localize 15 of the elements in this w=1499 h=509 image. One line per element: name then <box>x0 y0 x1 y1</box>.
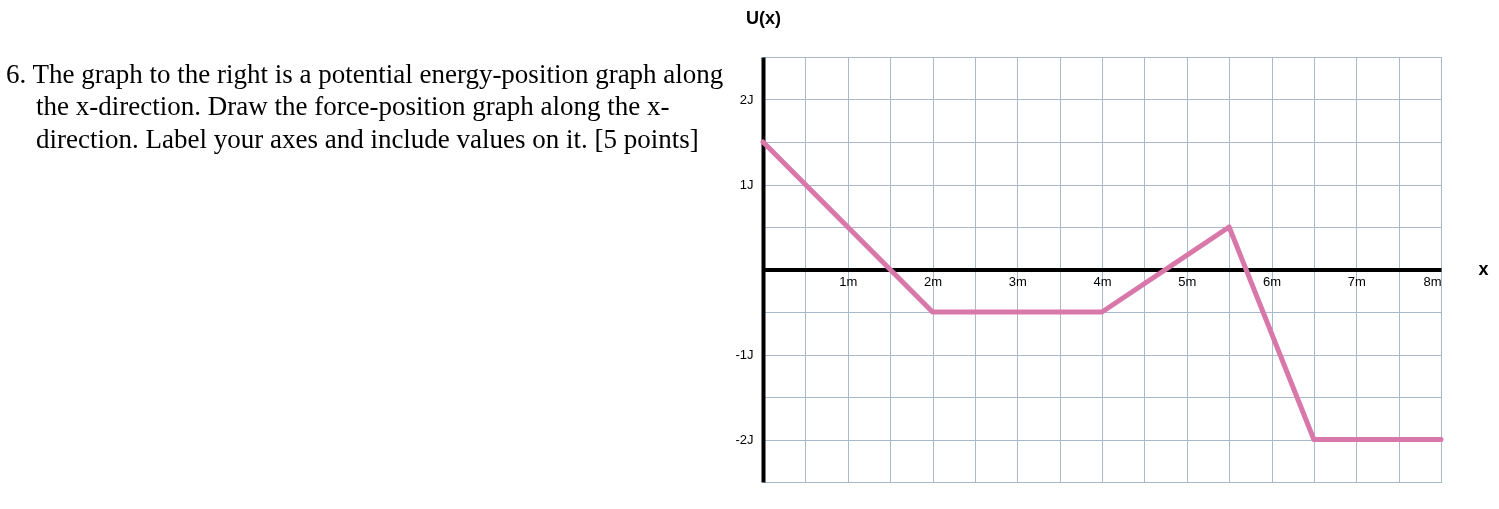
y-tick-label: 2J <box>739 92 754 107</box>
x-tick-label: 1m <box>839 274 858 289</box>
x-tick-label: 4m <box>1093 274 1112 289</box>
y-axis-title: U(x) <box>746 7 781 28</box>
x-tick-label: 8m <box>1423 274 1442 289</box>
y-tick-label: -2J <box>735 432 754 447</box>
text: 6. The graph to the right is a potential energy-position graph along the x-direction. Draw the force-position graph along the x-direction. Label your axes and include values on it. [5 points] <box>6 58 725 156</box>
x-tick-label: 2m <box>923 274 943 289</box>
x-tick-label: 3m <box>1008 274 1027 289</box>
x-axis-title: x <box>1478 259 1489 279</box>
y-tick-label: -1J <box>735 347 754 362</box>
x-tick-label: 6m <box>1262 274 1282 289</box>
x-tick-label: 5m <box>1178 274 1197 289</box>
y-tick-label: 1J <box>739 177 754 192</box>
x-tick-label: 7m <box>1347 274 1366 289</box>
